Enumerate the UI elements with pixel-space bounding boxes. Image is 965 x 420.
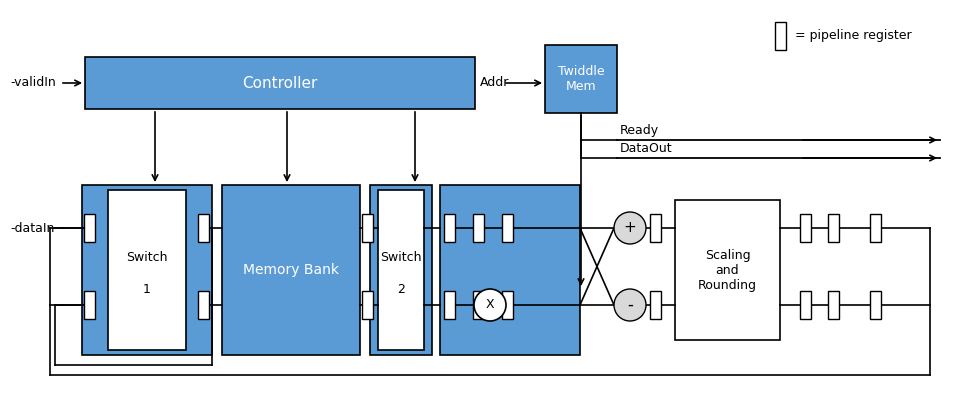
Bar <box>370 185 432 355</box>
Text: Twiddle
Mem: Twiddle Mem <box>558 65 604 93</box>
Bar <box>84 291 95 319</box>
Text: Switch: Switch <box>380 251 422 264</box>
Text: Scaling
and
Rounding: Scaling and Rounding <box>698 249 757 291</box>
Bar <box>502 214 513 242</box>
Bar <box>444 214 455 242</box>
Bar <box>473 214 484 242</box>
Bar <box>775 22 786 50</box>
Text: 2: 2 <box>397 283 405 296</box>
Bar <box>800 291 811 319</box>
Bar <box>444 291 455 319</box>
Bar <box>545 45 617 113</box>
Bar <box>198 214 209 242</box>
Text: +: + <box>623 220 636 236</box>
Text: X: X <box>485 299 494 312</box>
Bar <box>85 57 475 109</box>
Text: Addr: Addr <box>480 76 510 89</box>
Bar <box>198 291 209 319</box>
Bar <box>870 214 881 242</box>
Bar <box>473 291 484 319</box>
Bar <box>108 190 186 350</box>
Text: Ready: Ready <box>620 124 659 137</box>
Bar <box>378 190 424 350</box>
Text: Switch: Switch <box>126 251 168 264</box>
Circle shape <box>614 289 646 321</box>
Circle shape <box>474 289 506 321</box>
Text: -dataIn: -dataIn <box>10 221 54 234</box>
Bar <box>870 291 881 319</box>
Text: Controller: Controller <box>242 76 317 90</box>
Bar <box>82 185 212 355</box>
Bar <box>502 291 513 319</box>
Bar <box>828 291 839 319</box>
Text: = pipeline register: = pipeline register <box>795 29 912 42</box>
Bar <box>675 200 780 340</box>
Bar <box>650 291 661 319</box>
Text: -validIn: -validIn <box>10 76 56 89</box>
Bar <box>84 214 95 242</box>
Bar <box>222 185 360 355</box>
Text: -: - <box>627 296 633 314</box>
Bar <box>440 185 580 355</box>
Bar <box>800 214 811 242</box>
Bar <box>362 291 373 319</box>
Circle shape <box>614 212 646 244</box>
Bar <box>828 214 839 242</box>
Text: DataOut: DataOut <box>620 142 673 155</box>
Text: 1: 1 <box>143 283 151 296</box>
Bar <box>362 214 373 242</box>
Text: Memory Bank: Memory Bank <box>243 263 339 277</box>
Bar <box>650 214 661 242</box>
